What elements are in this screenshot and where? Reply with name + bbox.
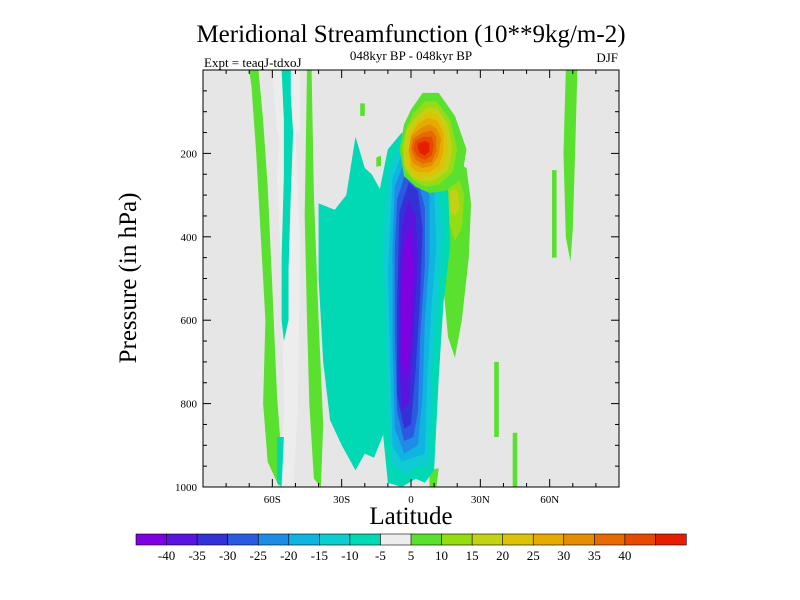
- colorbar-label: -5: [375, 548, 386, 563]
- green-band-60S: [249, 70, 282, 487]
- colorbar-label: 20: [496, 548, 509, 563]
- green-blob-15S: [376, 155, 381, 167]
- colorbar-swatch: [349, 533, 382, 546]
- colorbar-swatch: [288, 533, 320, 546]
- y-tick-label: 800: [181, 399, 198, 411]
- colorbar-swatch: [563, 533, 595, 546]
- y-tick-label: 1000: [175, 482, 198, 494]
- colorbar-swatch: [441, 533, 473, 546]
- colorbar-label: -10: [341, 548, 358, 563]
- green-streak-62N: [552, 170, 557, 258]
- y-tick-label: 200: [181, 148, 198, 160]
- x-tick-label: 30S: [333, 494, 350, 506]
- colorbar-label: 35: [588, 548, 601, 563]
- y-tick-label: 400: [181, 232, 198, 244]
- colorbar-label: -40: [158, 548, 175, 563]
- colorbar-swatch: [594, 533, 626, 546]
- y-tick-label: 600: [181, 315, 198, 327]
- colorbar-label: 15: [466, 548, 479, 563]
- hadley-north-level-17: [417, 140, 430, 156]
- colorbar-swatch: [410, 533, 443, 546]
- colorbar: -40 -35 -30 -25 -20 -15 -10 -5 5 10 15 20 25 30 35 40: [135, 533, 687, 563]
- green-streak-38N: [494, 361, 499, 437]
- colorbar-swatch: [380, 533, 412, 546]
- cyan-column-30S: [318, 136, 393, 471]
- green-streak-70N: [563, 70, 578, 262]
- colorbar-swatch: [227, 533, 259, 546]
- colorbar-label: 30: [557, 548, 570, 563]
- colorbar-swatch: [257, 533, 290, 546]
- season-label: DJF: [596, 50, 618, 65]
- colorbar-swatch: [196, 533, 229, 546]
- colorbar-swatch: [655, 533, 687, 546]
- x-axis-label: Latitude: [369, 503, 452, 530]
- colorbar-label: 25: [527, 548, 540, 563]
- green-streak-45N: [512, 432, 518, 487]
- colorbar-label: 5: [408, 548, 415, 563]
- x-tick-label: 0: [408, 494, 414, 506]
- cyan-drip-60S: [277, 437, 284, 487]
- colorbar-swatch: [502, 533, 534, 546]
- x-tick-label: 60S: [264, 494, 281, 506]
- colorbar-swatch: [532, 533, 565, 546]
- colorbar-label: -20: [280, 548, 297, 563]
- axes-layer: 60S 30S 0 30N 60N 200 400 600 800 1000: [175, 70, 619, 506]
- y-axis-label: Pressure (in hPa): [115, 193, 142, 364]
- cyan-column-60S: [281, 70, 294, 342]
- contour-fill-layer: [249, 70, 578, 487]
- yellow-core-20N: [450, 190, 460, 216]
- experiment-label: Expt = teaqJ-tdxoJ: [204, 55, 302, 70]
- chart-title: Meridional Streamfunction (10**9kg/m-2): [196, 21, 625, 48]
- colorbar-label: -15: [311, 548, 328, 563]
- x-tick-label: 60N: [540, 494, 559, 506]
- colorbar-swatch: [135, 533, 168, 546]
- colorbar-label: 10: [435, 548, 448, 563]
- green-blob-25S: [360, 103, 365, 116]
- hadley-south-level-0: [401, 228, 414, 379]
- colorbar-swatch: [166, 533, 198, 546]
- green-band-30S: [304, 70, 324, 487]
- colorbar-swatch: [624, 533, 657, 546]
- x-tick-label: 30N: [471, 494, 490, 506]
- colorbar-label: -35: [188, 548, 205, 563]
- colorbar-label: -25: [250, 548, 267, 563]
- colorbar-swatch: [471, 533, 504, 546]
- colorbar-swatch: [319, 533, 351, 546]
- colorbar-label: -30: [219, 548, 236, 563]
- chart-subtitle: 048kyr BP - 048kyr BP: [350, 48, 472, 63]
- colorbar-label: 40: [618, 548, 631, 563]
